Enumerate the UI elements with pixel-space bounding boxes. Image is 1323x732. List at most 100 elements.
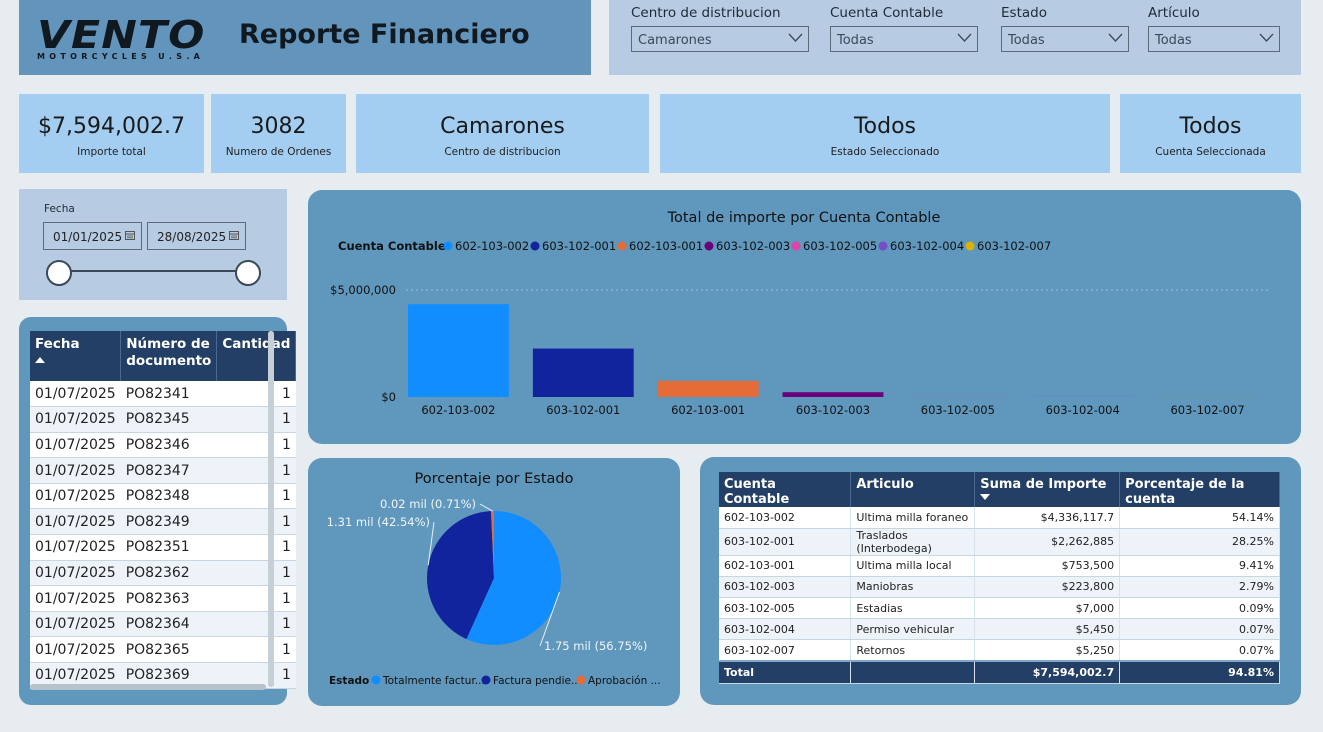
column-header-label: Cantidad — [222, 336, 291, 352]
start-date-input[interactable]: 01/01/2025 — [43, 222, 142, 250]
pie-slice[interactable] — [491, 511, 494, 578]
kpi-caption: Centro de distribucion — [444, 146, 561, 158]
pie-slice[interactable] — [426, 511, 494, 640]
filters-panel: Centro de distribucion Camarones Cuenta … — [609, 0, 1301, 75]
table-row[interactable]: 01/07/2025 PO82345 1 — [30, 406, 296, 433]
total-cell-suma: $7,594,002.7 — [974, 660, 1121, 684]
column-header-cuenta[interactable]: Cuenta Contable — [719, 472, 852, 507]
cell-suma: $4,336,117.7 — [974, 507, 1121, 529]
cell-porcentaje: 54.14% — [1119, 507, 1280, 529]
cell-cantidad: 1 — [216, 381, 296, 408]
vertical-scrollbar[interactable] — [268, 331, 274, 687]
legend-marker — [965, 241, 975, 251]
table-row[interactable]: 01/07/2025 PO82365 1 — [30, 636, 296, 664]
date-range-start-handle[interactable] — [46, 260, 72, 286]
table-row[interactable]: 603-102-003 Maniobras $223,800 2.79% — [719, 576, 1280, 599]
end-date-input[interactable]: 28/08/2025 — [147, 222, 246, 250]
table-row[interactable]: 01/07/2025 PO82364 1 — [30, 611, 296, 638]
cell-cuenta: 603-102-005 — [719, 597, 852, 620]
table-row[interactable]: 603-102-001 Traslados (Interbodega) $2,262… — [719, 528, 1280, 556]
cell-porcentaje: 2.79% — [1119, 576, 1280, 599]
pie-slice[interactable] — [466, 511, 561, 645]
sort-ascending-icon — [35, 357, 45, 363]
legend-item-label[interactable]: 603-102-003 — [716, 239, 790, 253]
table-row[interactable]: 01/07/2025 PO82346 1 — [30, 432, 296, 459]
legend-item-label[interactable]: Factura pendie... — [493, 675, 581, 687]
date-range-track — [59, 270, 249, 272]
pie-data-label: 0.02 mil (0.71%) — [380, 497, 476, 511]
bar[interactable] — [782, 392, 884, 397]
sort-descending-icon — [980, 494, 991, 500]
cell-fecha: 01/07/2025 — [30, 636, 121, 664]
table-row[interactable]: 01/07/2025 PO82362 1 — [30, 560, 296, 587]
filter-cuenta-dropdown[interactable]: Todas — [830, 26, 978, 52]
cell-fecha: 01/07/2025 — [30, 508, 121, 536]
filter-estado-dropdown[interactable]: Todas — [1001, 26, 1129, 52]
total-cell-articulo — [850, 660, 976, 684]
leader-line — [539, 591, 560, 647]
column-header-cantidad[interactable]: Cantidad — [216, 331, 297, 381]
kpi-cuenta: Todos Cuenta Seleccionada — [1120, 94, 1301, 173]
legend-item-label[interactable]: 602-103-001 — [629, 239, 703, 253]
orders-table: Fecha Número de documento Cantidad 01/07… — [30, 331, 297, 689]
table-row[interactable]: 01/07/2025 PO82348 1 — [30, 483, 296, 510]
column-header-porcentaje[interactable]: Porcentaje de la cuenta — [1119, 472, 1280, 507]
y-tick-label: $0 — [381, 390, 396, 404]
cell-cuenta: 603-102-004 — [719, 618, 852, 641]
bar-chart: Total de importe por Cuenta Contable Cuen… — [330, 210, 1270, 417]
cell-fecha: 01/07/2025 — [30, 381, 121, 408]
legend-item-label[interactable]: 602-103-002 — [455, 239, 529, 253]
scrollbar-thumb[interactable] — [268, 331, 274, 687]
filter-centro-dropdown[interactable]: Camarones — [631, 26, 809, 52]
legend-item-label[interactable]: 603-102-007 — [977, 239, 1051, 253]
table-row[interactable]: 603-102-007 Retornos $5,250 0.07% — [719, 639, 1280, 662]
x-tick-label: 603-102-005 — [921, 403, 995, 417]
cuenta-table-panel: Cuenta Contable Articulo Suma de Importe… — [700, 457, 1301, 705]
bar[interactable] — [532, 348, 634, 397]
chevron-down-icon — [957, 33, 972, 42]
table-row[interactable]: 602-103-002 Ultima milla foraneo $4,336,11… — [719, 507, 1280, 529]
orders-table-body: 01/07/2025 PO82341 1 01/07/2025 PO82345 1 01/0… — [30, 381, 296, 689]
kpi-caption: Cuenta Seleccionada — [1155, 146, 1266, 158]
table-row[interactable]: 603-102-005 Estadias $7,000 0.09% — [719, 597, 1280, 620]
legend-item-label[interactable]: 603-102-005 — [803, 239, 877, 253]
cell-suma: $5,250 — [974, 639, 1121, 662]
end-date-value: 28/08/2025 — [157, 230, 227, 244]
horizontal-scrollbar[interactable] — [30, 684, 266, 690]
column-header-fecha[interactable]: Fecha — [30, 331, 122, 381]
table-row[interactable]: 01/07/2025 PO82347 1 — [30, 457, 296, 484]
legend-marker — [576, 675, 586, 685]
filter-cuenta-label: Cuenta Contable — [830, 5, 944, 21]
table-row[interactable]: 602-103-001 Ultima milla local $753,500 9.4… — [719, 555, 1280, 577]
legend-item-label[interactable]: Totalmente factur... — [382, 675, 485, 687]
table-row[interactable]: 01/07/2025 PO82349 1 — [30, 508, 296, 536]
table-row[interactable]: 01/07/2025 PO82363 1 — [30, 585, 296, 612]
legend-item-label[interactable]: Aprobación ... — [588, 675, 661, 687]
legend-item-label[interactable]: 603-102-001 — [542, 239, 616, 253]
legend-item-label[interactable]: 603-102-004 — [890, 239, 964, 253]
vento-logo: VENTO MOTORCYCLES U.S.A — [37, 16, 217, 61]
table-row[interactable]: 01/07/2025 PO82341 1 — [30, 381, 296, 408]
pie-data-label: 1.31 mil (42.54%) — [327, 515, 430, 529]
chevron-down-icon — [1259, 33, 1274, 42]
table-row[interactable]: 01/07/2025 PO82351 1 — [30, 534, 296, 561]
filter-articulo-dropdown[interactable]: Todas — [1148, 26, 1280, 52]
column-header-label: Porcentaje de la cuenta — [1125, 477, 1245, 507]
logo-word: VENTO — [37, 13, 206, 57]
cell-fecha: 01/07/2025 — [30, 534, 121, 561]
bar[interactable] — [408, 304, 509, 397]
date-range-end-handle[interactable] — [235, 260, 261, 286]
cell-fecha: 01/07/2025 — [30, 483, 121, 510]
cell-cantidad: 1 — [216, 534, 296, 561]
legend-marker — [371, 675, 381, 685]
column-header-suma[interactable]: Suma de Importe — [974, 472, 1121, 507]
column-header-articulo[interactable]: Articulo — [850, 472, 976, 507]
x-tick-label: 602-103-001 — [671, 403, 745, 417]
cell-porcentaje: 0.09% — [1119, 597, 1280, 620]
kpi-numero-ordenes: 3082 Numero de Ordenes — [211, 94, 346, 173]
bar[interactable] — [657, 380, 759, 397]
table-row[interactable]: 603-102-004 Permiso vehicular $5,450 0.07% — [719, 618, 1280, 641]
total-cell-porcentaje: 94.81% — [1119, 660, 1280, 684]
cell-cuenta: 602-103-001 — [719, 555, 852, 577]
column-header-documento[interactable]: Número de documento — [120, 331, 218, 381]
